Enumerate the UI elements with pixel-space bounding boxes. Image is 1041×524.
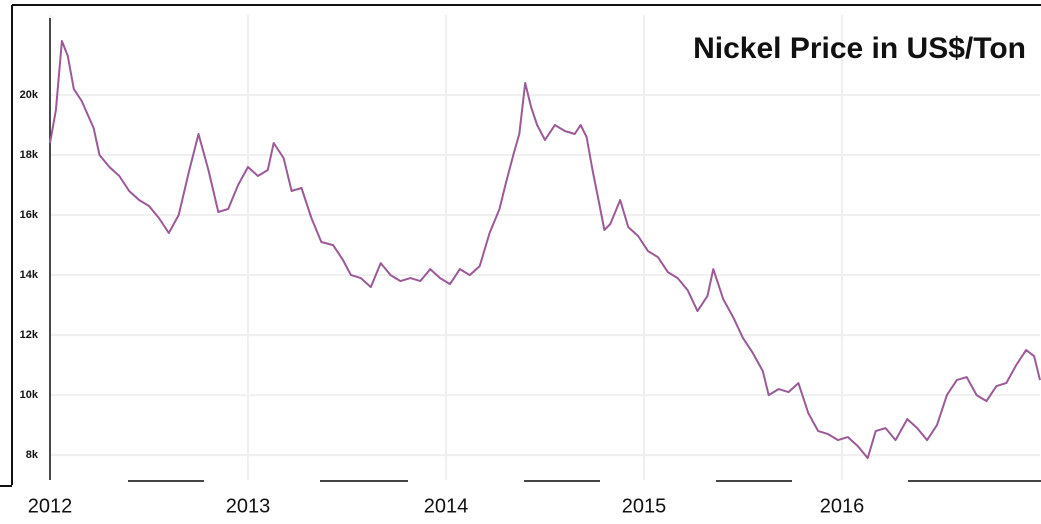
- chart-title: Nickel Price in US$/Ton: [693, 32, 1026, 65]
- y-tick-label: 14k: [20, 269, 39, 281]
- frame: [0, 4, 1041, 487]
- x-tick-label: 2013: [226, 495, 271, 517]
- y-tick-label: 8k: [26, 449, 39, 461]
- price-line: [49, 40, 1041, 460]
- y-tick-label: 20k: [20, 89, 39, 101]
- y-tick-label: 16k: [20, 209, 39, 221]
- x-tick-label: 2016: [820, 495, 865, 517]
- x-tick-label: 2012: [28, 495, 73, 517]
- y-tick-label: 18k: [20, 149, 39, 161]
- y-tick-label: 10k: [20, 389, 39, 401]
- y-tick-label: 12k: [20, 329, 39, 341]
- x-tick-label: 2014: [424, 495, 469, 517]
- x-tick-label: 2015: [622, 495, 667, 517]
